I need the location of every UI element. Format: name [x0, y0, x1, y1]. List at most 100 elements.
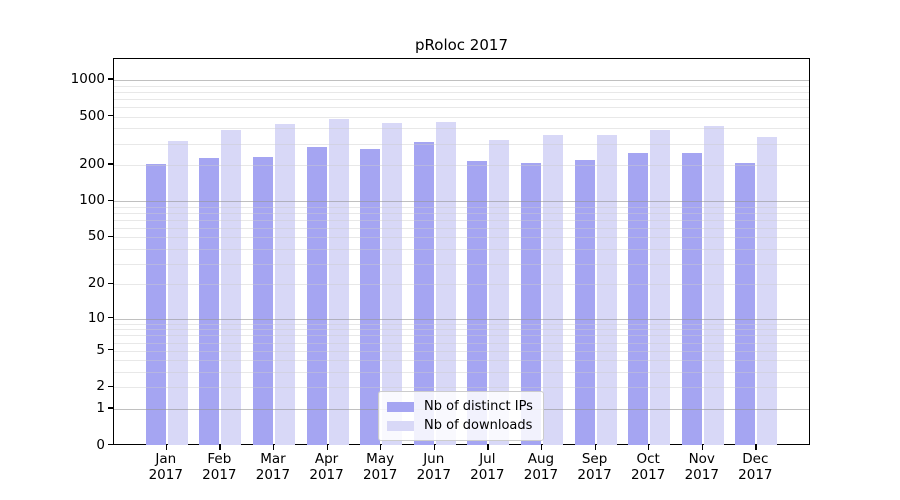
- x-tick-mark-mar: [272, 445, 275, 450]
- y-tick-label-1000: 1000: [70, 70, 105, 87]
- bar-downloads-apr: [328, 118, 349, 446]
- y-tick-mark-50: [108, 235, 113, 238]
- x-tick-mark-may: [380, 445, 382, 450]
- y-tick-mark-1: [108, 407, 113, 409]
- bar-distinct-ips-feb: [199, 157, 220, 446]
- gridline-40: [114, 249, 809, 250]
- bar-downloads-oct: [650, 130, 671, 446]
- bar-distinct-ips-dec: [735, 163, 756, 446]
- gridline-5: [114, 350, 809, 352]
- y-tick-mark-10: [108, 317, 113, 319]
- bar-downloads-feb: [221, 129, 242, 446]
- bar-downloads-jul: [489, 140, 510, 446]
- legend-label-downloads: Nb of downloads: [424, 418, 533, 433]
- gridline-100: [114, 201, 809, 203]
- gridline-50: [114, 237, 809, 239]
- y-tick-label-200: 200: [79, 155, 105, 172]
- y-tick-label-100: 100: [79, 192, 105, 209]
- x-tick-mark-oct: [648, 445, 650, 450]
- legend-swatch-downloads: [387, 420, 414, 431]
- legend-swatch-distinct-ips: [387, 401, 414, 412]
- bar-distinct-ips-may: [360, 149, 381, 446]
- y-tick-mark-100: [108, 199, 113, 201]
- gridline-1000: [114, 79, 809, 81]
- x-tick-mark-jan: [165, 445, 167, 450]
- bar-distinct-ips-jun: [413, 141, 434, 446]
- y-tick-mark-0: [108, 444, 113, 446]
- bar-downloads-may: [382, 123, 403, 446]
- gridline-200: [114, 164, 809, 166]
- x-tick-label-mar: Mar 2017: [255, 451, 291, 483]
- plot-area: [113, 58, 810, 446]
- x-tick-label-oct: Oct 2017: [630, 451, 666, 483]
- x-tick-mark-feb: [219, 445, 221, 450]
- bar-distinct-ips-oct: [628, 153, 649, 446]
- gridline-300: [114, 143, 809, 145]
- x-tick-mark-jul: [487, 445, 489, 450]
- bar-distinct-ips-nov: [681, 152, 702, 446]
- bar-distinct-ips-mar: [252, 157, 273, 446]
- x-tick-label-nov: Nov 2017: [684, 451, 719, 483]
- y-tick-mark-1000: [108, 78, 113, 80]
- x-tick-mark-jun: [433, 445, 435, 450]
- gridline-700: [114, 98, 809, 100]
- gridline-500: [114, 116, 809, 118]
- bar-downloads-aug: [542, 134, 563, 446]
- x-tick-label-jul: Jul 2017: [470, 451, 505, 483]
- y-tick-mark-20: [108, 282, 113, 285]
- x-tick-mark-sep: [594, 445, 596, 450]
- gridline-6: [114, 342, 809, 344]
- legend-entry-distinct-ips: Nb of distinct IPs: [387, 398, 534, 415]
- y-tick-label-5: 5: [96, 341, 105, 358]
- gridline-10: [114, 318, 809, 320]
- gridline-800: [114, 91, 809, 93]
- y-tick-mark-2: [108, 385, 113, 388]
- x-tick-label-aug: Aug 2017: [523, 451, 559, 483]
- x-tick-label-dec: Dec 2017: [738, 451, 773, 483]
- x-tick-label-jun: Jun 2017: [416, 451, 451, 483]
- gridline-80: [114, 212, 809, 214]
- gridline-7: [114, 335, 809, 337]
- bar-downloads-mar: [274, 123, 295, 446]
- bar-downloads-jan: [167, 141, 188, 446]
- y-tick-label-10: 10: [87, 309, 105, 326]
- gridline-600: [114, 106, 809, 108]
- gridline-4: [114, 360, 809, 362]
- gridline-60: [114, 227, 809, 229]
- x-tick-mark-apr: [326, 445, 328, 450]
- bar-distinct-ips-sep: [574, 160, 595, 446]
- x-tick-label-sep: Sep 2017: [577, 451, 612, 483]
- x-tick-mark-nov: [701, 445, 703, 450]
- y-tick-mark-200: [108, 163, 113, 165]
- gridline-3: [114, 372, 809, 374]
- bar-downloads-nov: [703, 126, 724, 446]
- y-tick-label-0: 0: [96, 436, 105, 453]
- bar-distinct-ips-jul: [467, 161, 488, 446]
- gridline-90: [114, 206, 809, 208]
- x-tick-label-feb: Feb 2017: [202, 451, 237, 483]
- gridline-2: [114, 387, 809, 389]
- gridline-8: [114, 329, 809, 331]
- legend: Nb of distinct IPs Nb of downloads: [378, 391, 544, 441]
- x-tick-label-apr: Apr 2017: [309, 451, 344, 483]
- y-tick-label-2: 2: [96, 378, 105, 395]
- y-tick-label-500: 500: [79, 107, 105, 124]
- y-tick-label-1: 1: [96, 399, 105, 416]
- y-tick-label-20: 20: [87, 275, 105, 292]
- bar-distinct-ips-aug: [520, 162, 541, 446]
- y-tick-label-50: 50: [87, 228, 105, 245]
- bar-downloads-sep: [596, 135, 617, 446]
- bar-downloads-dec: [757, 136, 778, 446]
- legend-entry-downloads: Nb of downloads: [387, 417, 534, 434]
- y-tick-mark-5: [108, 349, 113, 351]
- gridline-70: [114, 219, 809, 221]
- bar-distinct-ips-apr: [306, 146, 327, 446]
- x-tick-mark-dec: [755, 445, 757, 450]
- x-tick-label-jan: Jan 2017: [148, 451, 183, 483]
- gridline-900: [114, 85, 809, 87]
- x-tick-mark-aug: [540, 445, 543, 450]
- bar-downloads-jun: [435, 122, 456, 446]
- x-tick-label-may: May 2017: [362, 451, 398, 483]
- gridline-9: [114, 323, 809, 325]
